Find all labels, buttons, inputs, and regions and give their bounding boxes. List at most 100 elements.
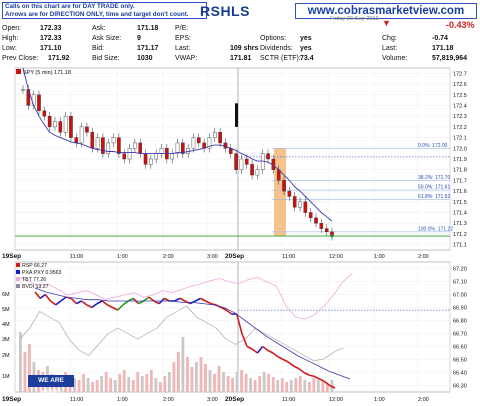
volume-tick-label: 5M: [2, 307, 10, 313]
price-tick-label: 172.2: [453, 125, 467, 131]
quote-field-value: 171.17: [137, 45, 159, 52]
price-candle: [90, 132, 95, 149]
fib-label: 0.0%: 172.00: [418, 143, 448, 149]
lower-legend-swatch: [16, 270, 20, 274]
volume-bar: [276, 380, 280, 392]
price-tick-label: 171.6: [453, 189, 467, 195]
volume-bar: [167, 372, 171, 392]
lower-x-label: 19Sep: [2, 396, 21, 403]
quote-field-value: 9: [137, 35, 141, 42]
volume-bar: [136, 372, 140, 392]
moving-average-line: [22, 67, 333, 222]
price-x-label: 1:00: [374, 254, 385, 260]
volume-bar: [235, 372, 239, 392]
rsp-line-segment: [272, 352, 279, 358]
rsp-line-segment: [34, 291, 41, 299]
rsp-line-segment: [96, 300, 103, 305]
we-are-here-label: WE ARE HERE!: [28, 375, 74, 396]
price-x-label: 1:00: [117, 254, 128, 260]
volume-bar: [177, 352, 180, 392]
volume-bar: [325, 384, 329, 392]
quote-field-label: Low:: [2, 45, 17, 52]
volume-bar: [213, 374, 216, 392]
lower-legend-label: BVDI 13.27: [22, 284, 49, 290]
rsp-line-segment: [225, 309, 233, 315]
volume-tick-label: 1M: [2, 374, 10, 380]
price-candle: [122, 153, 127, 160]
price-candle: [303, 201, 308, 213]
quote-field-label: VWAP:: [175, 55, 198, 62]
price-candle: [69, 115, 73, 138]
price-candle: [143, 153, 148, 165]
rsp-moving-average: [34, 287, 351, 380]
quote-field-label: Ask Size:: [92, 35, 122, 42]
lower-tick-label: 66.80: [453, 319, 467, 325]
rsp-line-segment: [153, 300, 160, 305]
price-candle: [149, 158, 153, 165]
price-legend-swatch: [16, 69, 21, 74]
volume-bar: [258, 376, 262, 392]
volume-bar: [316, 380, 320, 392]
rsp-line-segment: [241, 333, 248, 347]
lower-tick-label: 66.70: [453, 332, 467, 338]
down-arrow-icon: ▼: [382, 18, 391, 28]
volume-bar: [186, 357, 189, 392]
rsp-line-segment: [308, 374, 315, 378]
quote-field-label: Last:: [382, 45, 398, 52]
price-tick-label: 171.9: [453, 157, 467, 163]
rsp-line-segment: [91, 302, 98, 309]
volume-bar: [118, 374, 122, 392]
price-candle: [239, 158, 244, 170]
quote-field-label: Bid Size:: [92, 55, 120, 62]
website-link[interactable]: www.cobrasmarketview.com: [295, 3, 477, 19]
lower-legend-label: RSP 66.27: [22, 263, 47, 269]
volume-bar: [145, 374, 149, 392]
volume-tick-label: 3M: [2, 337, 10, 343]
quote-field-label: SCTR (ETF):: [260, 55, 301, 62]
quote-field-value: 57,819,964: [432, 55, 468, 62]
lower-x-label: 11:00: [282, 397, 295, 403]
lower-x-label: 11:00: [70, 397, 83, 403]
price-candle: [58, 121, 63, 133]
rsp-line-segment: [267, 349, 274, 354]
fib-label: 61.8%: 171.52: [418, 194, 450, 200]
price-candle: [250, 164, 254, 176]
rsp-line-segment: [143, 296, 150, 302]
volume-bar: [280, 378, 284, 392]
volume-bar: [262, 372, 266, 392]
price-x-label: 3:00: [207, 254, 218, 260]
lower-x-label: 12:00: [329, 397, 343, 403]
price-candle: [37, 94, 41, 112]
quote-field-value: yes: [300, 45, 312, 52]
price-candle: [85, 126, 89, 133]
rsp-line-segment: [50, 300, 57, 306]
lower-legend-swatch: [16, 277, 20, 281]
rsp-line-segment: [313, 375, 320, 380]
lower-tick-label: 67.10: [453, 280, 467, 286]
volume-bar: [172, 362, 176, 392]
volume-bar: [312, 378, 316, 392]
last-price-dot: [330, 234, 334, 238]
rsp-line-segment: [122, 300, 129, 306]
price-candle: [324, 228, 329, 233]
rsp-line-segment: [179, 297, 186, 302]
price-x-label: 20Sep: [225, 253, 244, 260]
lower-legend-swatch: [16, 263, 20, 267]
price-tick-label: 171.5: [453, 200, 467, 206]
fib-label: 50.0%: 171.61: [418, 185, 450, 191]
volume-bar: [127, 377, 131, 392]
quote-field-value: 171.18: [137, 25, 159, 32]
rsp-line-segment: [101, 300, 108, 306]
rsp-line-segment: [138, 300, 144, 305]
rsp-line-segment: [117, 304, 124, 311]
price-candle: [154, 153, 158, 160]
volume-bar: [190, 367, 194, 392]
price-candle: [42, 110, 47, 117]
quote-field-value: yes: [300, 35, 312, 42]
volume-bar: [195, 362, 198, 392]
quote-field-value: 109 shrs: [230, 45, 259, 52]
volume-bar: [28, 344, 31, 392]
price-x-label: 12:00: [329, 254, 343, 260]
price-tick-label: 172.6: [453, 82, 467, 88]
quote-field-value: 171.92: [48, 55, 70, 62]
